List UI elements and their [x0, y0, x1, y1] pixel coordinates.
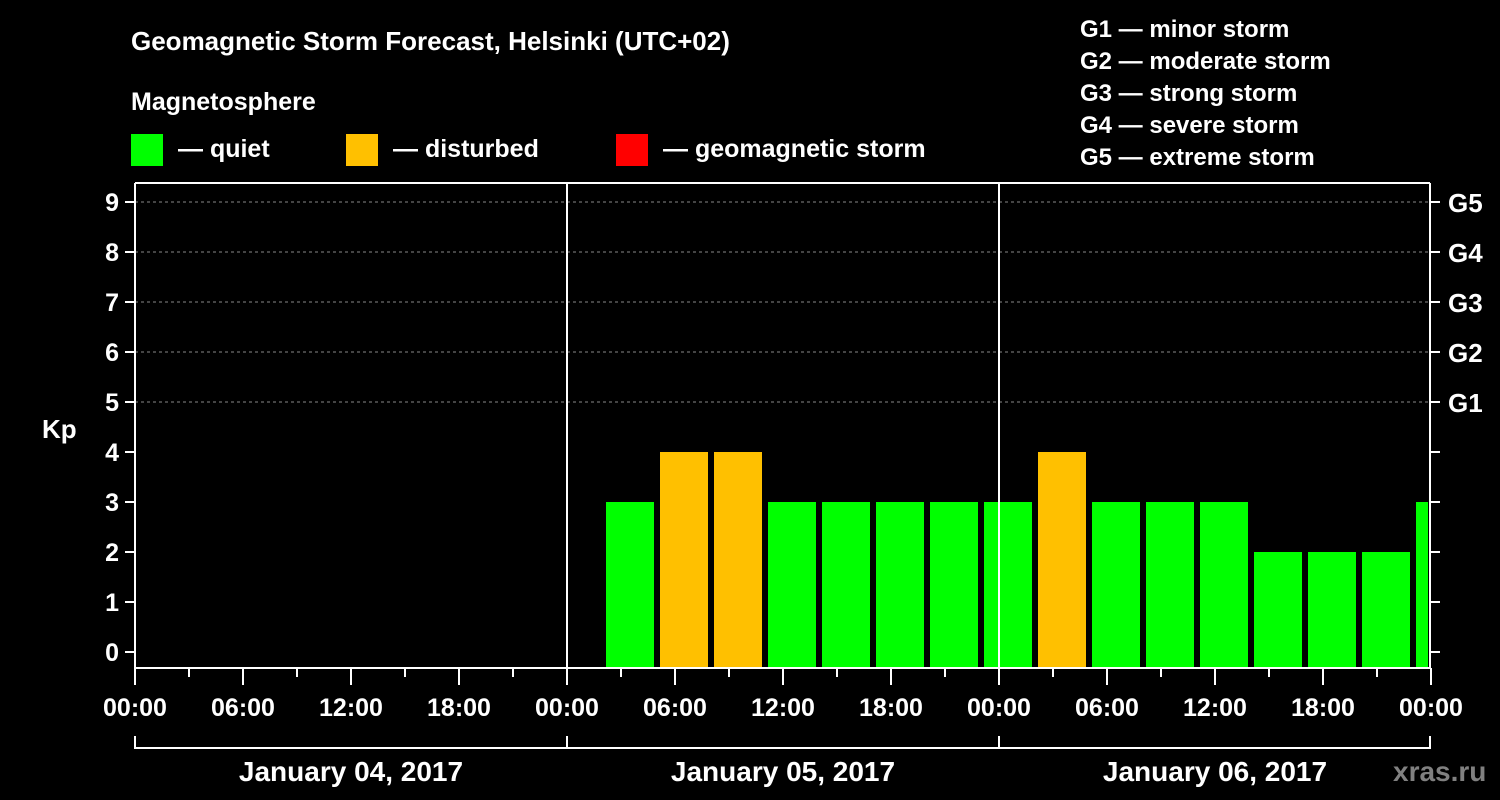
scale-item-0: G1 — minor storm [1080, 16, 1289, 43]
bar-15 [1416, 502, 1428, 668]
legend-swatch-2 [616, 134, 648, 166]
watermark: xras.ru [1393, 756, 1486, 787]
y-tick-label: 3 [105, 489, 119, 517]
date-bracket [134, 736, 1431, 749]
grid [135, 201, 1430, 403]
y-tick-label: 7 [105, 289, 119, 317]
x-tick-label: 00:00 [1399, 694, 1463, 722]
x-tick-label: 00:00 [967, 694, 1031, 722]
bar-7 [984, 502, 1032, 668]
y-tick-label: 9 [105, 189, 119, 217]
bar-0 [606, 502, 654, 668]
legend-swatch-0 [131, 134, 163, 166]
bar-13 [1308, 552, 1356, 668]
legend: — quiet — disturbed — geomagnetic storm [131, 134, 926, 166]
bar-12 [1254, 552, 1302, 668]
bar-2 [714, 452, 762, 668]
date-label-1: January 05, 2017 [671, 756, 895, 787]
bar-4 [822, 502, 870, 668]
x-tick-label: 00:00 [103, 694, 167, 722]
y-axis-label: Kp [42, 414, 77, 444]
y-tick-label: 8 [105, 239, 119, 267]
bar-6 [930, 502, 978, 668]
x-tick-label: 18:00 [859, 694, 923, 722]
y-tick-label: 5 [105, 389, 119, 417]
y-tick-label: 2 [105, 539, 119, 567]
bar-9 [1092, 502, 1140, 668]
x-tick-label: 00:00 [535, 694, 599, 722]
date-label-0: January 04, 2017 [239, 756, 463, 787]
bar-8 [1038, 452, 1086, 668]
bar-14 [1362, 552, 1410, 668]
legend-label-2: — geomagnetic storm [663, 135, 926, 163]
storm-scale-list: G1 — minor storm G2 — moderate storm G3 — … [1080, 16, 1331, 171]
y-tick-label: 6 [105, 339, 119, 367]
legend-label-1: — disturbed [393, 135, 539, 163]
x-tick-label: 12:00 [319, 694, 383, 722]
right-label-G5: G5 [1448, 188, 1483, 218]
chart-title: Geomagnetic Storm Forecast, Helsinki (UT… [131, 26, 730, 56]
bar-1 [660, 452, 708, 668]
legend-label-0: — quiet [178, 135, 270, 163]
x-tick-label: 06:00 [211, 694, 275, 722]
y-tick-label: 4 [105, 439, 119, 467]
bar-3 [768, 502, 816, 668]
bars [606, 452, 1428, 668]
legend-swatch-1 [346, 134, 378, 166]
bar-11 [1200, 502, 1248, 668]
x-tick-label: 18:00 [1291, 694, 1355, 722]
legend-title: Magnetosphere [131, 88, 316, 116]
right-label-G1: G1 [1448, 388, 1483, 418]
scale-item-2: G3 — strong storm [1080, 80, 1297, 107]
right-label-G2: G2 [1448, 338, 1483, 368]
right-label-G4: G4 [1448, 238, 1483, 268]
scale-item-4: G5 — extreme storm [1080, 144, 1315, 171]
bar-10 [1146, 502, 1194, 668]
date-label-2: January 06, 2017 [1103, 756, 1327, 787]
x-tick-label: 06:00 [1075, 694, 1139, 722]
scale-item-1: G2 — moderate storm [1080, 48, 1331, 75]
bar-5 [876, 502, 924, 668]
axes: 0 1 2 3 4 5 6 7 8 9 G1 G2 G3 G4 G5 00:00 06:00 12:00 18:00… [103, 182, 1483, 787]
y-tick-label: 1 [105, 589, 119, 617]
x-tick-label: 12:00 [1183, 694, 1247, 722]
x-tick-label: 18:00 [427, 694, 491, 722]
scale-item-3: G4 — severe storm [1080, 112, 1299, 139]
x-tick-label: 06:00 [643, 694, 707, 722]
x-tick-label: 12:00 [751, 694, 815, 722]
right-label-G3: G3 [1448, 288, 1483, 318]
y-tick-label: 0 [105, 639, 119, 667]
